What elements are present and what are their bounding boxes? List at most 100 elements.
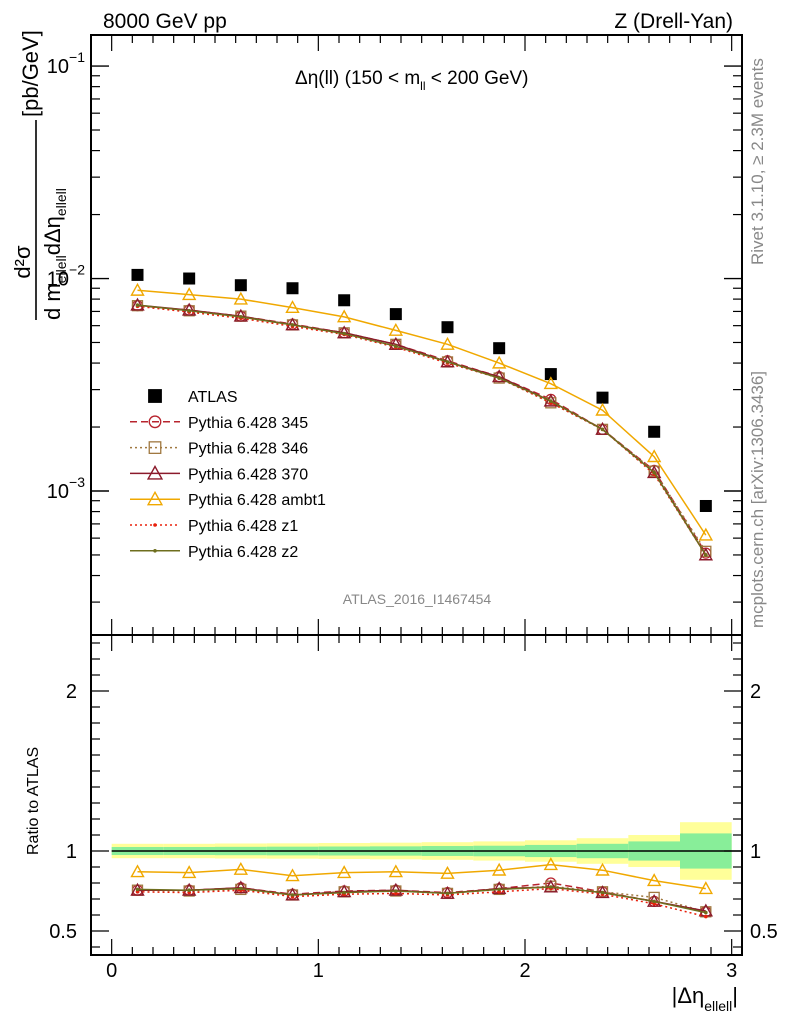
energy-label: 8000 GeV pp bbox=[103, 10, 227, 33]
ratio-y-tick-label-right: 1 bbox=[750, 841, 761, 863]
main-data-point bbox=[394, 344, 398, 349]
ratio-data-point bbox=[342, 890, 346, 895]
ratio-data-point bbox=[394, 889, 398, 893]
main-y-tick-exponent: −2 bbox=[69, 262, 85, 278]
ratio-series bbox=[131, 877, 712, 918]
main-data-point bbox=[646, 465, 662, 479]
ratio-y-tick-label: 0.5 bbox=[49, 921, 77, 943]
legend-label: Pythia 6.428 346 bbox=[188, 441, 308, 458]
legend-marker bbox=[146, 465, 164, 480]
ratio-series-line bbox=[137, 885, 707, 913]
ratio-data-point bbox=[704, 910, 708, 915]
main-y-tick-label: 10 bbox=[47, 56, 69, 78]
main-data-point bbox=[389, 308, 402, 321]
ratio-data-point bbox=[183, 885, 195, 897]
main-data-point bbox=[491, 369, 507, 383]
main-plot: 10−110−210−3 Δη(ll) (150 < mll < 200 GeV… bbox=[10, 30, 743, 636]
legend-entry: Pythia 6.428 z1 bbox=[130, 518, 298, 535]
ratio-axes: 0.5 0.5 1 1 2 2 0 1 2 3 bbox=[49, 635, 778, 982]
ratio-data-point bbox=[543, 857, 559, 871]
main-data-point bbox=[286, 282, 299, 295]
ratio-data-point bbox=[336, 884, 352, 898]
main-data-point bbox=[336, 309, 352, 323]
main-data-point bbox=[493, 372, 505, 384]
rivet-label: Rivet 3.1.10, ≥ 2.3M events bbox=[748, 58, 767, 265]
legend-marker bbox=[153, 523, 157, 527]
ratio-y-tick-label-right: 2 bbox=[750, 681, 761, 703]
legend-marker bbox=[146, 490, 164, 506]
legend-entry: Pythia 6.428 346 bbox=[130, 441, 308, 458]
ratio-data-point bbox=[704, 914, 708, 919]
ratio-data-point bbox=[600, 890, 605, 895]
legend-label: ATLAS bbox=[188, 389, 238, 406]
y-label-numerator: d²σ bbox=[10, 245, 35, 279]
ratio-y-tick-label-right: 0.5 bbox=[750, 921, 778, 943]
ratio-y-tick-label: 1 bbox=[66, 841, 77, 863]
main-data-point bbox=[549, 399, 553, 403]
main-y-tick-label: 10 bbox=[47, 481, 69, 503]
legend-entry: ATLAS bbox=[148, 389, 238, 406]
legend-label: Pythia 6.428 z1 bbox=[188, 518, 298, 535]
ratio-data-point bbox=[497, 887, 501, 892]
ratio-data-point bbox=[646, 873, 662, 887]
main-data-point bbox=[544, 368, 557, 381]
legend-entry: Pythia 6.428 z2 bbox=[130, 544, 298, 561]
ratio-x-tick-label: 0 bbox=[106, 960, 117, 982]
main-data-point bbox=[181, 287, 197, 301]
ratio-series-line bbox=[137, 886, 706, 914]
main-data-point bbox=[181, 302, 197, 316]
source-label: mcplots.cern.ch [arXiv:1306.3436] bbox=[748, 371, 767, 628]
main-data-layer bbox=[130, 268, 714, 561]
main-data-point bbox=[338, 294, 351, 307]
ratio-data-point bbox=[135, 887, 140, 892]
main-data-point bbox=[600, 427, 605, 432]
legend-marker bbox=[148, 415, 162, 429]
main-data-point bbox=[699, 499, 712, 512]
main-data-point bbox=[596, 391, 609, 404]
main-data-point bbox=[595, 421, 610, 435]
legend-label: Pythia 6.428 370 bbox=[188, 466, 308, 483]
ratio-y-tick-label: 2 bbox=[66, 681, 77, 703]
main-data-point bbox=[698, 527, 714, 541]
y-label-units: [pb/GeV] bbox=[18, 30, 43, 117]
legend-label: Pythia 6.428 z2 bbox=[188, 544, 298, 561]
main-data-point bbox=[543, 376, 559, 390]
legend-entry: Pythia 6.428 345 bbox=[130, 415, 308, 432]
analysis-label: ATLAS_2016_I1467454 bbox=[343, 591, 492, 607]
main-data-point bbox=[336, 325, 352, 339]
main-data-point bbox=[187, 308, 191, 313]
main-data-point bbox=[388, 336, 404, 350]
main-data-point bbox=[646, 449, 662, 463]
legend-entry: Pythia 6.428 ambt1 bbox=[130, 490, 326, 509]
main-data-point bbox=[239, 315, 243, 319]
main-data-point bbox=[234, 279, 247, 292]
ratio-data-point bbox=[698, 881, 714, 895]
main-series-line bbox=[137, 289, 707, 536]
ratio-x-axis-label: |Δηellell| bbox=[672, 983, 738, 1014]
ratio-data-point bbox=[440, 865, 455, 879]
main-data-point bbox=[131, 268, 144, 281]
legend-marker bbox=[153, 549, 157, 553]
main-series-line bbox=[137, 304, 707, 556]
ratio-y-axis-label: Ratio to ATLAS bbox=[25, 747, 42, 855]
ratio-x-tick-label: 2 bbox=[519, 960, 530, 982]
ratio-data-point bbox=[187, 888, 191, 892]
ratio-data-point bbox=[388, 864, 404, 878]
ratio-data-point bbox=[445, 891, 450, 896]
ratio-data-point bbox=[239, 886, 243, 891]
ratio-data-point bbox=[336, 865, 352, 879]
main-data-point bbox=[441, 321, 454, 334]
main-data-point bbox=[440, 336, 455, 350]
main-data-point bbox=[285, 300, 300, 314]
main-data-point bbox=[648, 425, 661, 438]
ratio-data-point bbox=[285, 868, 300, 882]
main-data-point bbox=[183, 272, 196, 285]
main-data-point bbox=[342, 331, 346, 336]
ratio-data-point bbox=[491, 862, 507, 876]
ratio-data-point bbox=[130, 864, 145, 878]
ratio-data-point bbox=[181, 865, 197, 879]
ratio-data-point bbox=[595, 862, 610, 876]
main-y-tick-exponent: −3 bbox=[69, 474, 85, 490]
main-data-point bbox=[493, 342, 506, 355]
